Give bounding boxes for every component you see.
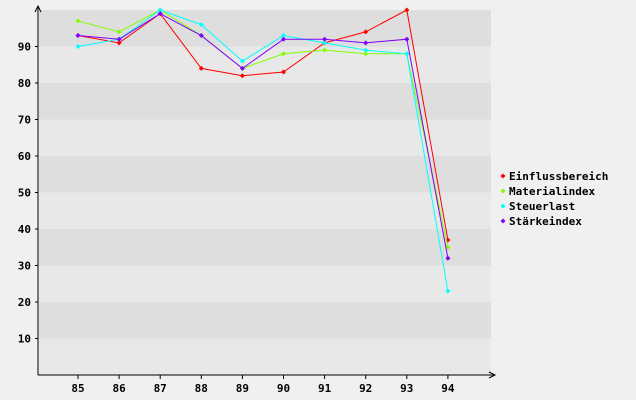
data-point-st-rkeindex [445,255,451,261]
series-line-steuerlast [77,9,449,292]
data-point-st-rkeindex [75,33,81,39]
x-tick-label: 92 [359,382,372,395]
x-tick-label: 91 [318,382,332,395]
x-tick-label: 85 [71,382,84,395]
data-point-einflussbereich [404,7,410,13]
data-point-steuerlast [404,51,410,57]
y-tick-label: 60 [18,150,31,163]
data-point-materialindex [445,244,451,250]
grid-band [39,192,491,229]
data-point-steuerlast [157,7,163,13]
grid-band [39,338,491,375]
legend-marker-einflussbereich [500,173,506,179]
legend-marker-steuerlast [500,203,506,209]
grid-band [39,119,491,156]
y-tick-label: 10 [18,333,31,346]
data-point-steuerlast [198,22,204,28]
data-point-einflussbereich [198,65,204,71]
legend-label-materialindex: Materialindex [509,185,595,198]
data-point-einflussbereich [239,73,245,79]
grid-band [39,156,491,193]
data-point-st-rkeindex [239,65,245,71]
y-tick-label: 20 [18,296,31,309]
data-point-steuerlast [363,47,369,53]
grid-band [39,302,491,339]
legend-label-einflussbereich: Einflussbereich [509,170,608,183]
data-point-st-rkeindex [198,33,204,39]
data-point-st-rkeindex [404,36,410,42]
plot-background-bands [39,10,491,375]
legend-label-steuerlast: Steuerlast [509,200,575,213]
data-point-st-rkeindex [363,40,369,46]
axes [34,4,497,379]
y-tick-label: 80 [18,77,31,90]
y-tick-label: 40 [18,223,31,236]
x-tick-label: 89 [236,382,249,395]
legend-marker-st-rkeindex [500,218,506,224]
data-point-steuerlast [445,288,451,294]
series-line-einflussbereich [77,9,449,241]
x-tick-label: 88 [195,382,208,395]
legend-marker-materialindex [500,188,506,194]
legend-label-st-rkeindex: Stärkeindex [509,215,582,228]
data-point-einflussbereich [281,69,286,75]
data-point-materialindex [116,29,122,35]
data-point-steuerlast [239,58,245,64]
y-tick-label: 50 [18,187,31,200]
y-axis-arrow [34,4,42,13]
data-point-steuerlast [281,33,286,39]
series-line-materialindex [77,9,449,248]
y-tick-label: 70 [18,114,31,127]
data-point-materialindex [281,51,286,57]
x-tick-label: 90 [277,382,290,395]
data-point-einflussbereich [363,29,369,35]
data-point-materialindex [322,47,328,53]
grid-band [39,265,491,302]
data-point-einflussbereich [116,40,122,46]
y-tick-label: 30 [18,260,31,273]
x-axis-arrow [488,371,497,379]
x-axis-ticks: 85 86 87 88 89 90 91 92 93 94 [71,375,455,395]
data-point-materialindex [75,18,81,24]
y-tick-label: 90 [18,41,31,54]
grid-band [39,229,491,266]
data-point-materialindex [363,51,369,57]
legend: Einflussbereich Materialindex Steuerlast St… [500,170,608,228]
data-point-st-rkeindex [322,36,328,42]
x-tick-label: 86 [112,382,126,395]
data-point-steuerlast [322,40,328,46]
data-point-steuerlast [75,44,81,49]
data-point-st-rkeindex [116,36,122,42]
x-tick-label: 94 [441,382,455,395]
series-lines [75,7,451,294]
data-point-st-rkeindex [281,36,286,42]
data-point-st-rkeindex [157,11,163,17]
x-tick-label: 93 [400,382,413,395]
y-axis-ticks: 10 20 30 40 50 60 70 80 90 [18,41,38,346]
x-tick-label: 87 [154,382,167,395]
series-line-st-rkeindex [77,13,449,259]
